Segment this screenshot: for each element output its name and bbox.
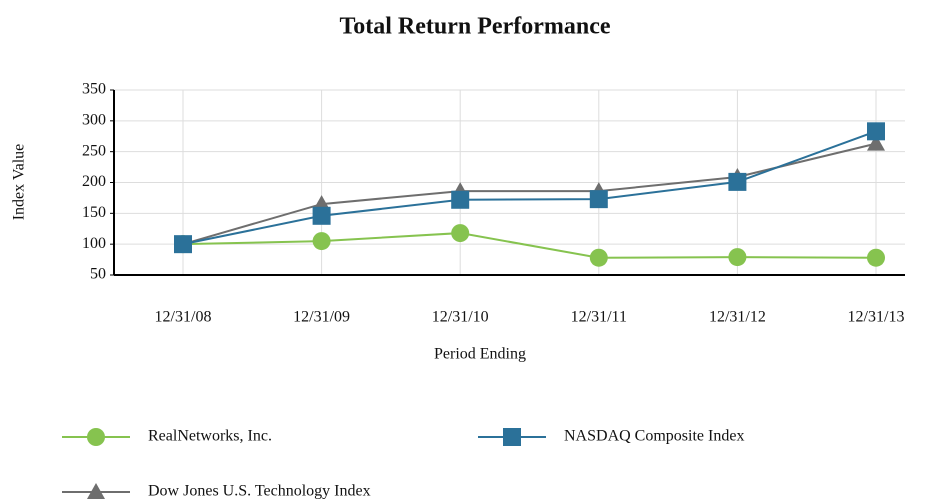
legend-label: Dow Jones U.S. Technology Index [148, 483, 371, 500]
legend-label: RealNetworks, Inc. [148, 428, 272, 445]
data-point [867, 122, 885, 141]
data-point [451, 190, 470, 209]
y-tick-label: 100 [82, 235, 106, 252]
data-point [589, 190, 608, 209]
y-tick-label: 350 [82, 81, 106, 98]
data-point [867, 134, 885, 151]
data-point [728, 248, 747, 267]
series-line [182, 142, 877, 246]
y-tick-label: 300 [82, 112, 106, 129]
data-point [312, 206, 331, 225]
x-axis-label: Period Ending [434, 346, 526, 363]
y-tick-label: 200 [82, 173, 106, 190]
x-tick-label: 12/31/08 [155, 309, 212, 326]
data-point [174, 235, 192, 254]
x-tick-label: 12/31/10 [432, 309, 489, 326]
x-tick-label: 12/31/13 [848, 309, 905, 326]
x-tick-label: 12/31/09 [293, 309, 350, 326]
legend-label: NASDAQ Composite Index [564, 428, 744, 445]
series-line [182, 232, 877, 259]
data-point [867, 248, 885, 267]
y-tick-label: 250 [82, 142, 106, 159]
y-axis-label: Index Value [11, 144, 28, 221]
y-tick-label: 50 [90, 266, 106, 283]
data-point [589, 248, 608, 267]
series-line [182, 130, 877, 246]
legend-marker [503, 428, 521, 446]
y-tick-label: 150 [82, 204, 106, 221]
legend-marker [87, 483, 105, 499]
data-point [312, 232, 331, 251]
data-point [728, 172, 747, 191]
x-tick-label: 12/31/11 [571, 309, 627, 326]
x-tick-label: 12/31/12 [709, 309, 766, 326]
data-point [451, 224, 470, 243]
chart-title: Total Return Performance [339, 14, 610, 40]
legend-marker [87, 428, 105, 446]
